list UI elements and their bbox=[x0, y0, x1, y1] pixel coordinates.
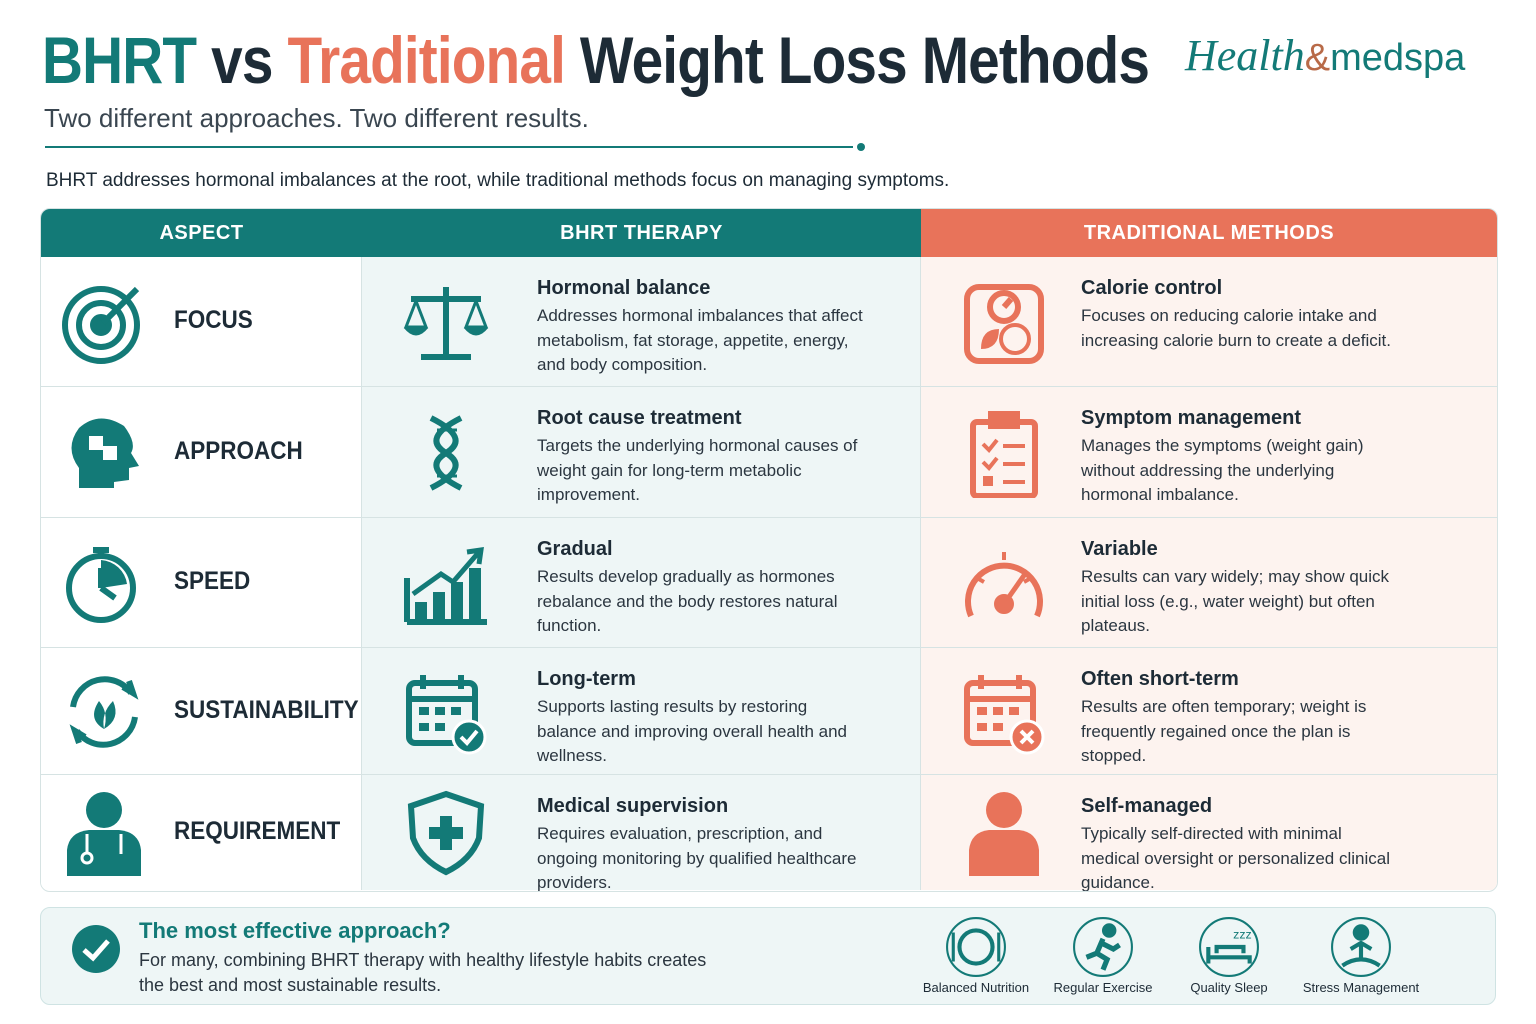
logo-part: medspa bbox=[1330, 37, 1466, 79]
habit-label: Quality Sleep bbox=[1190, 980, 1268, 995]
title-part: BHRT bbox=[42, 23, 197, 97]
traditional-title: Symptom management bbox=[1081, 407, 1302, 429]
title-part: vs bbox=[211, 23, 273, 97]
column-header: TRADITIONAL METHODS bbox=[921, 209, 1497, 257]
svg-text:zzz: zzz bbox=[1233, 928, 1252, 942]
title-part: Traditional bbox=[287, 23, 566, 97]
footer-text: For many, combining BHRT therapy with he… bbox=[139, 950, 707, 995]
traditional-icon bbox=[959, 788, 1049, 883]
bhrt-icon bbox=[401, 788, 491, 883]
bhrt-cell bbox=[362, 257, 921, 387]
aspect-label: SPEED bbox=[174, 567, 251, 595]
icon bbox=[406, 674, 487, 754]
icon bbox=[964, 284, 1044, 364]
traditional-text: Typically self-directed with minimal med… bbox=[1081, 824, 1390, 892]
habit-label: Balanced Nutrition bbox=[922, 980, 1030, 995]
icon bbox=[71, 417, 139, 488]
intro: BHRT addresses hormonal imbalances at th… bbox=[46, 170, 950, 191]
bhrt-title: Medical supervision bbox=[537, 795, 729, 817]
footer-box: The most effective approach? For many, c… bbox=[40, 907, 1496, 1005]
traditional-title: Calorie control bbox=[1081, 277, 1223, 299]
bhrt-text: Requires evaluation, prescription, and o… bbox=[537, 824, 857, 892]
icon bbox=[404, 547, 487, 625]
aspect-icon bbox=[59, 788, 149, 883]
traditional-title: Often short-term bbox=[1081, 668, 1239, 690]
habit-icon bbox=[945, 916, 1007, 983]
habit-icon: zzz bbox=[1198, 916, 1260, 983]
bhrt-icon bbox=[401, 408, 491, 503]
bhrt-icon bbox=[401, 667, 491, 762]
traditional-icon bbox=[959, 667, 1049, 762]
bhrt-title: Root cause treatment bbox=[537, 407, 742, 429]
traditional-text: Manages the symptoms (weight gain) witho… bbox=[1081, 436, 1364, 504]
logo: Health&medspa bbox=[1185, 30, 1465, 81]
icon bbox=[66, 547, 136, 623]
icon bbox=[403, 287, 489, 360]
habit-glyph: zzz bbox=[1199, 917, 1259, 977]
traditional-icon bbox=[959, 408, 1049, 503]
icon bbox=[67, 792, 141, 876]
icon bbox=[970, 410, 1038, 499]
check-icon bbox=[72, 925, 120, 973]
habit-glyph bbox=[1331, 917, 1391, 977]
subtitle: Two different approaches. Two different … bbox=[44, 103, 589, 133]
icon bbox=[969, 792, 1039, 876]
icon bbox=[62, 286, 140, 364]
aspect-icon bbox=[59, 667, 149, 762]
bhrt-cell bbox=[362, 387, 921, 518]
traditional-title: Variable bbox=[1081, 538, 1158, 560]
traditional-cell bbox=[921, 257, 1497, 387]
habit-label: Regular Exercise bbox=[1053, 980, 1153, 995]
aspect-icon bbox=[59, 408, 149, 503]
bhrt-title: Gradual bbox=[537, 538, 613, 560]
traditional-text: Focuses on reducing calorie intake and i… bbox=[1081, 306, 1391, 350]
footer-title: The most effective approach? bbox=[139, 918, 451, 943]
traditional-icon bbox=[959, 277, 1049, 372]
aspect-label: SUSTAINABILITY bbox=[174, 695, 359, 724]
habit-glyph bbox=[1073, 917, 1133, 977]
habit-icon bbox=[1330, 916, 1392, 983]
bhrt-text: Results develop gradually as hormones re… bbox=[537, 567, 838, 635]
traditional-text: Results can vary widely; may show quick … bbox=[1081, 567, 1390, 635]
bhrt-text: Targets the underlying hormonal causes o… bbox=[537, 436, 858, 504]
bhrt-title: Long-term bbox=[537, 668, 636, 690]
traditional-text: Results are often temporary; weight is f… bbox=[1081, 697, 1367, 765]
aspect-cell bbox=[41, 518, 362, 648]
traditional-icon bbox=[959, 538, 1049, 633]
aspect-label: FOCUS bbox=[174, 306, 253, 334]
logo-part: & bbox=[1304, 37, 1331, 79]
icon bbox=[69, 675, 139, 748]
icon bbox=[407, 790, 485, 876]
column-header: ASPECT bbox=[41, 209, 362, 257]
divider-dot bbox=[857, 143, 865, 151]
bhrt-icon bbox=[401, 277, 491, 372]
habit-icon bbox=[1072, 916, 1134, 983]
title-part: Weight Loss Methods bbox=[579, 23, 1150, 97]
aspect-icon bbox=[59, 277, 149, 372]
bhrt-icon bbox=[401, 538, 491, 633]
icon bbox=[964, 674, 1045, 754]
traditional-title: Self-managed bbox=[1081, 795, 1213, 817]
aspect-label: REQUIREMENT bbox=[174, 817, 341, 845]
icon bbox=[429, 414, 463, 491]
bhrt-text: Addresses hormonal imbalances that affec… bbox=[537, 306, 863, 374]
logo-part: Health bbox=[1185, 31, 1305, 80]
aspect-icon bbox=[59, 538, 149, 633]
bhrt-text: Supports lasting results by restoring ba… bbox=[537, 697, 847, 765]
aspect-label: APPROACH bbox=[174, 436, 303, 465]
icon bbox=[965, 552, 1043, 618]
bhrt-title: Hormonal balance bbox=[537, 277, 711, 299]
habit-glyph bbox=[946, 917, 1006, 977]
divider bbox=[45, 146, 853, 148]
title: BHRT vs Traditional Weight Loss Methods bbox=[42, 22, 1150, 98]
table: ASPECT BHRT THERAPY TRADITIONAL METHODS FOC… bbox=[40, 208, 1498, 892]
habit-label: Stress Management bbox=[1302, 980, 1420, 995]
column-header: BHRT THERAPY bbox=[362, 209, 921, 257]
